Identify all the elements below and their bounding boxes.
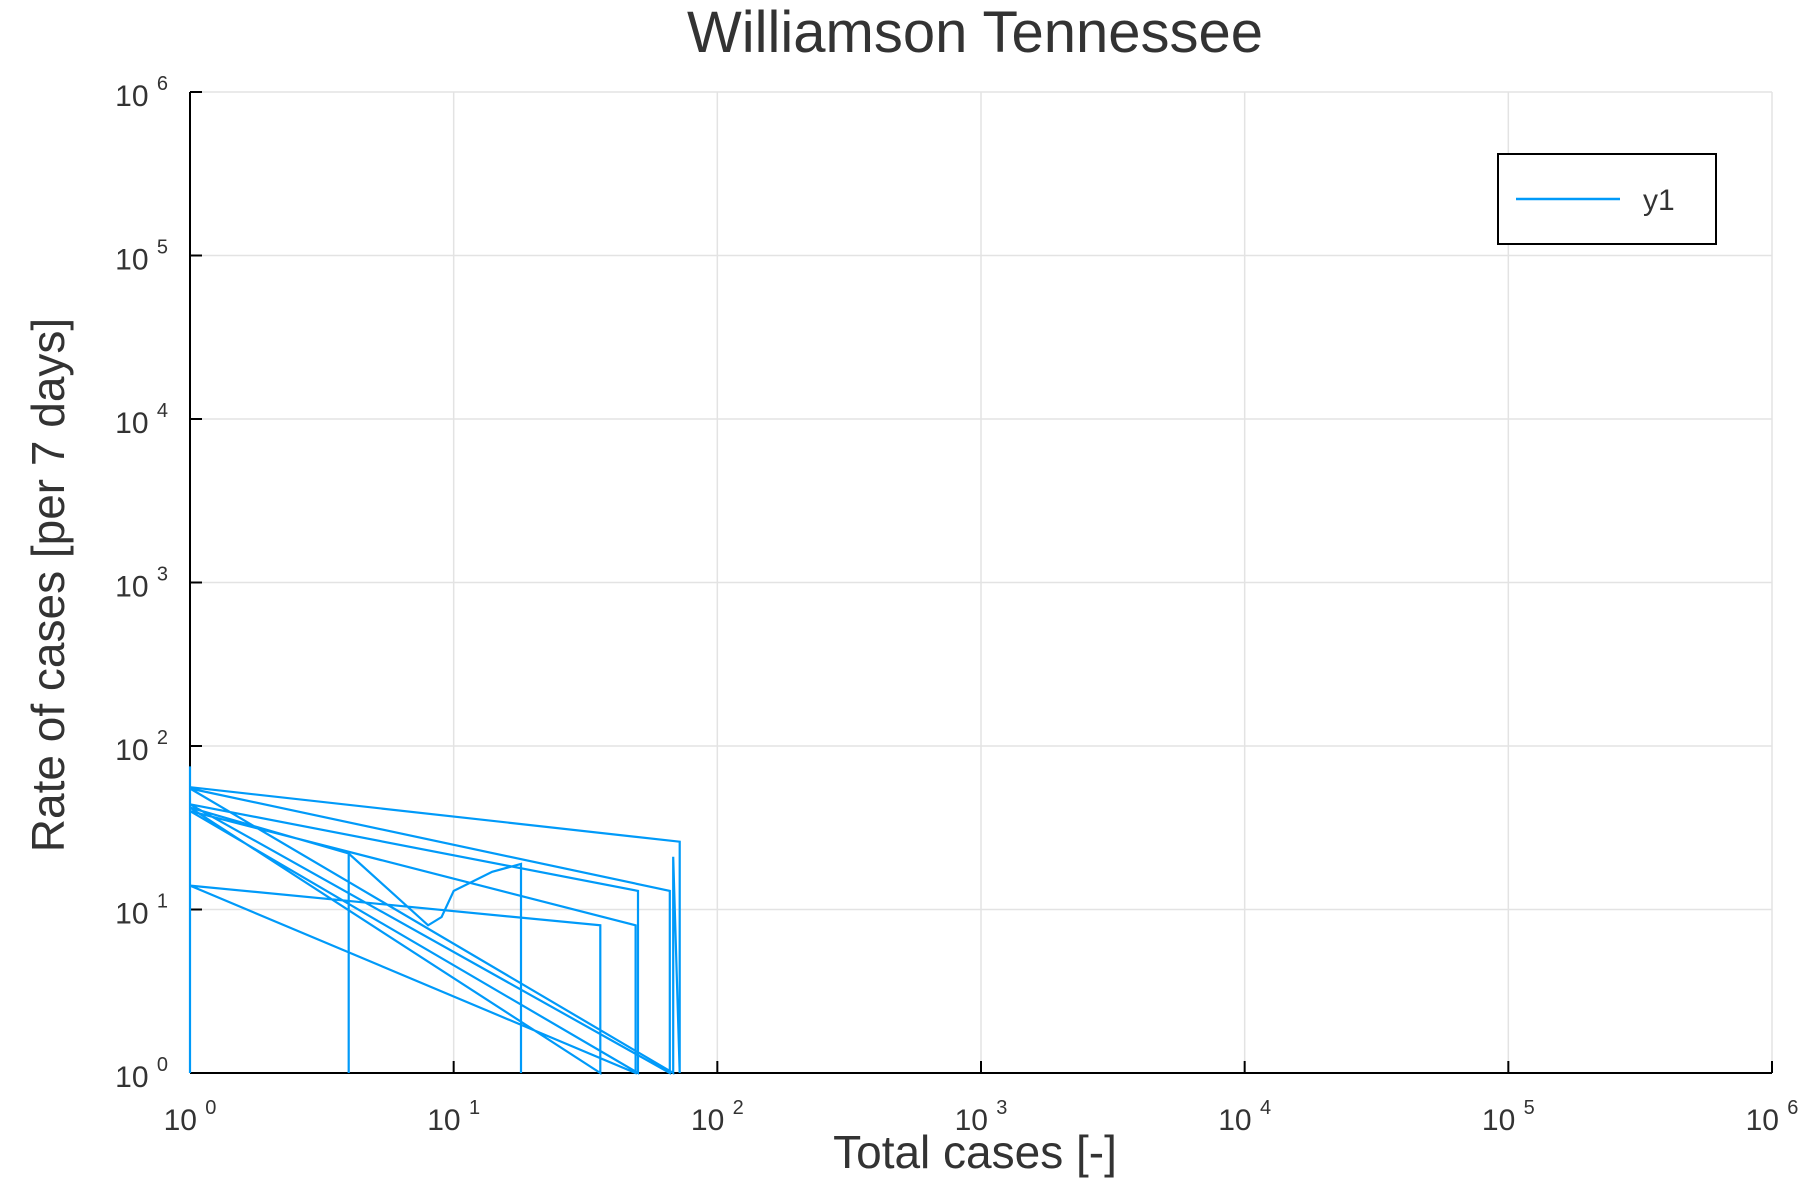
- y-tick-label: 10 0: [115, 1054, 168, 1094]
- y-tick-label: 10 6: [115, 73, 168, 113]
- x-tick-label: 10 0: [164, 1097, 217, 1137]
- y-tick-label: 10 4: [115, 400, 168, 440]
- series-layer: [188, 766, 681, 1076]
- x-tick-label: 10 1: [427, 1097, 480, 1137]
- x-tick-label: 10 6: [1746, 1097, 1799, 1137]
- x-axis-title: Total cases [-]: [833, 1126, 1117, 1178]
- grid: [189, 91, 1773, 1074]
- chart-title: Williamson Tennessee: [687, 0, 1263, 65]
- y-tick-label: 10 3: [115, 564, 168, 604]
- x-tick-label: 10 5: [1482, 1097, 1535, 1137]
- y-tick-label: 10 5: [115, 237, 168, 277]
- legend: y1: [1497, 153, 1717, 245]
- x-tick-label: 10 4: [1218, 1097, 1271, 1137]
- x-tick-label: 10 3: [955, 1097, 1008, 1137]
- y-ticks: 10 0 10 1 10 2 10 3 10 4 10 5 10 6: [115, 73, 202, 1094]
- x-tick-label: 10 2: [691, 1097, 744, 1137]
- y-tick-label: 10 1: [115, 891, 168, 931]
- x-ticks: 10 0 10 1 10 2 10 3 10 4 10 5 10 6: [164, 1061, 1799, 1137]
- y-tick-label: 10 2: [115, 727, 168, 767]
- y-axis-title: Rate of cases [per 7 days]: [22, 318, 74, 852]
- series-line-y1: [188, 766, 681, 1076]
- legend-label: y1: [1643, 184, 1675, 217]
